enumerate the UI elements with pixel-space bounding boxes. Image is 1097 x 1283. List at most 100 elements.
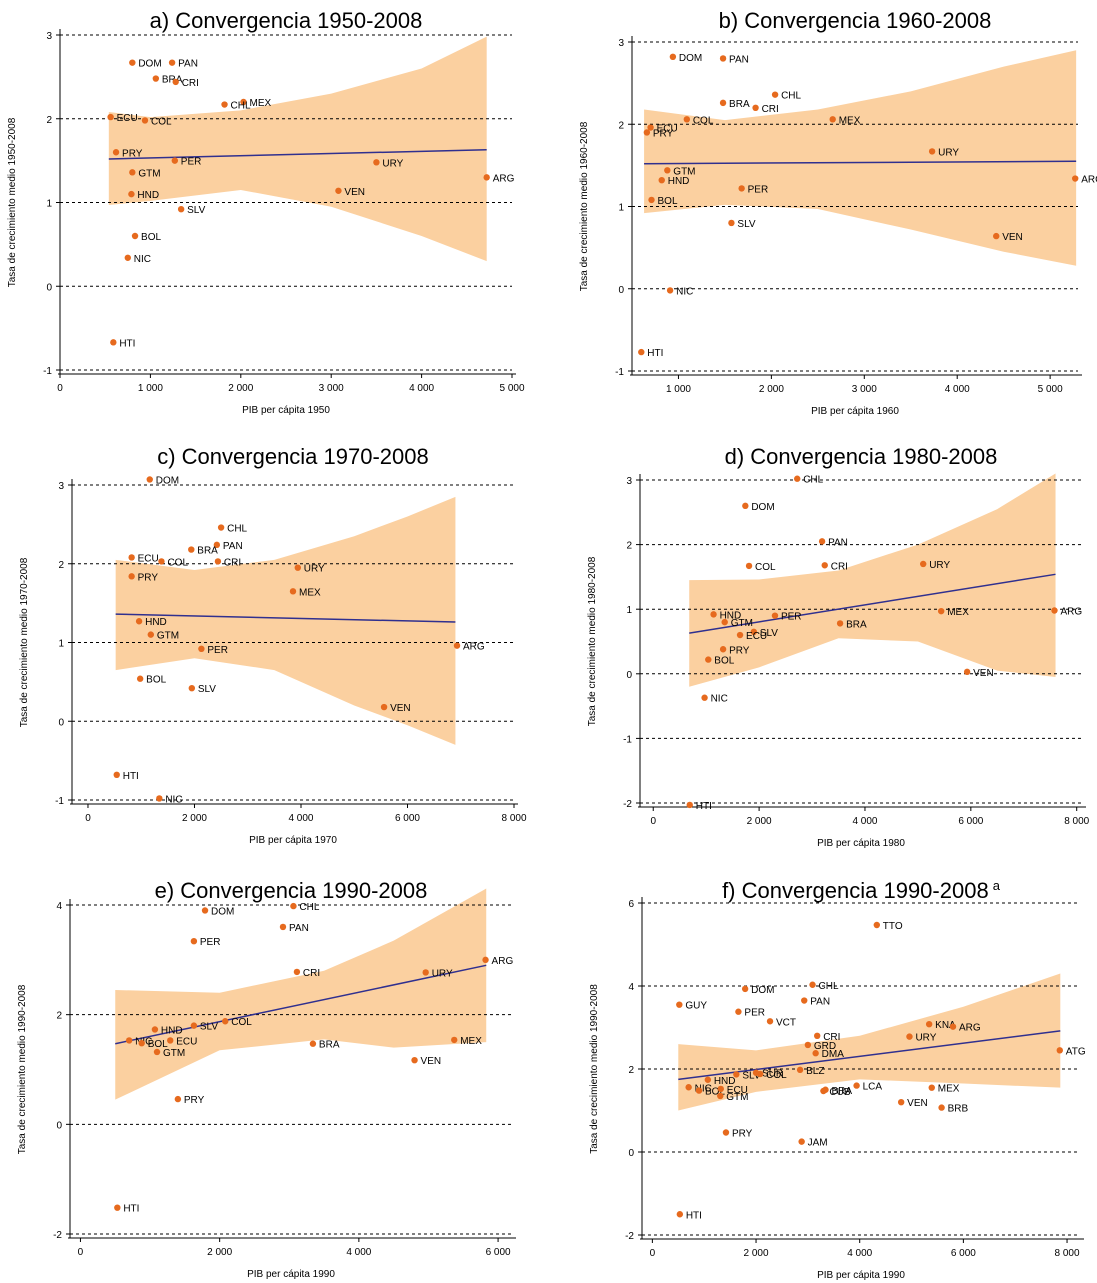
data-point — [217, 524, 225, 531]
data-point — [129, 169, 136, 176]
data-point — [198, 645, 205, 652]
chart-title: f) Convergencia 1990-2008 a — [722, 878, 1001, 903]
point-label: HND — [145, 617, 167, 628]
data-point — [829, 116, 836, 123]
point-label: SLV — [198, 684, 216, 695]
data-point — [153, 1048, 161, 1056]
point-label: PAN — [223, 541, 243, 552]
data-point — [114, 1204, 121, 1211]
point-label: VCT — [776, 1017, 796, 1028]
data-point — [745, 562, 753, 570]
regression-line — [644, 160, 1077, 165]
data-point — [686, 801, 693, 809]
data-point — [993, 232, 1000, 240]
point-label: BOL — [148, 1039, 168, 1050]
data-point — [676, 1211, 684, 1218]
data-point — [293, 968, 301, 976]
data-point — [168, 59, 176, 66]
y-tick-label: -1 — [623, 734, 632, 745]
data-point — [201, 907, 209, 914]
data-point — [821, 562, 828, 569]
point-label: CHL — [781, 91, 801, 102]
y-tick-label: 2 — [618, 120, 624, 131]
data-point — [167, 1037, 174, 1044]
point-label: COL — [693, 115, 714, 126]
y-tick-label: -2 — [623, 799, 632, 810]
chart-title-text: f) Convergencia 1990-2008 — [722, 878, 989, 903]
point-label: BRA — [729, 99, 750, 110]
point-label: CRI — [224, 557, 241, 568]
point-label: PAN — [810, 997, 830, 1008]
point-label: GTM — [673, 166, 695, 177]
data-point — [279, 923, 287, 931]
data-point — [752, 104, 759, 112]
point-label: PRY — [653, 128, 674, 139]
point-label: DOM — [211, 906, 234, 917]
title-superscript: a — [993, 878, 1001, 893]
data-point — [676, 1001, 683, 1008]
data-point — [124, 254, 131, 261]
point-label: ATG — [1066, 1046, 1086, 1057]
data-point — [928, 1084, 935, 1091]
y-tick-label: -1 — [43, 366, 52, 377]
data-point — [214, 558, 222, 565]
point-label: CRI — [182, 78, 199, 89]
point-label: GTM — [731, 618, 753, 629]
point-label: COL — [766, 1070, 787, 1081]
chart-title: d) Convergencia 1980-2008 — [725, 444, 998, 469]
data-point — [138, 1039, 145, 1047]
data-point — [136, 675, 144, 682]
point-label: COL — [755, 562, 776, 573]
point-label: PAN — [729, 54, 749, 65]
chart-panel-6: f) Convergencia 1990-2008 a -2 0 2 4 6 0 2 000 4 … — [589, 878, 1086, 1281]
point-label: DMA — [822, 1049, 845, 1060]
point-label: HTI — [123, 1204, 139, 1215]
y-tick-label: 0 — [58, 717, 64, 728]
data-point — [453, 642, 461, 649]
point-label: BRA — [831, 1086, 852, 1097]
y-tick-label: 4 — [56, 901, 62, 912]
x-tick-label: 2 000 — [228, 383, 253, 394]
point-label: URY — [432, 968, 453, 979]
x-tick-label: 3 000 — [319, 383, 344, 394]
y-tick-label: 3 — [46, 31, 52, 42]
point-label: PER — [748, 184, 769, 195]
data-point — [728, 219, 735, 227]
point-label: CHL — [803, 475, 823, 486]
point-label: HND — [668, 176, 690, 187]
x-tick-label: 0 — [85, 813, 91, 824]
y-tick-label: 4 — [628, 982, 634, 993]
data-point — [171, 157, 179, 164]
point-label: NIC — [676, 286, 693, 297]
point-label: PRY — [732, 1128, 753, 1139]
point-label: GUY — [685, 1001, 707, 1012]
point-label: URY — [304, 564, 325, 575]
point-label: HTI — [119, 338, 135, 349]
point-label: GTM — [163, 1048, 185, 1059]
y-tick-label: -2 — [53, 1230, 62, 1241]
data-point — [801, 997, 808, 1004]
point-label: DOM — [138, 59, 161, 70]
data-point — [135, 618, 143, 625]
data-point — [733, 1071, 740, 1078]
point-label: MEX — [460, 1036, 482, 1047]
data-point — [719, 646, 727, 653]
data-point — [925, 1020, 933, 1028]
point-label: GTM — [726, 1092, 748, 1103]
data-point — [669, 53, 677, 61]
point-label: VEN — [973, 668, 994, 679]
point-label: URY — [929, 560, 950, 571]
y-axis-label: Tasa de crecimiento medio 1990-2008 — [589, 984, 600, 1154]
data-point — [213, 541, 221, 549]
data-point — [804, 1041, 812, 1049]
data-point — [158, 558, 165, 565]
data-point — [683, 116, 691, 123]
y-tick-label: 3 — [58, 481, 64, 492]
data-point — [736, 631, 744, 639]
confidence-band — [108, 36, 487, 262]
point-label: ECU — [117, 113, 138, 124]
point-label: NIC — [711, 694, 728, 705]
point-label: ARG — [959, 1023, 981, 1034]
point-label: ECU — [657, 124, 678, 135]
data-point — [128, 554, 135, 561]
